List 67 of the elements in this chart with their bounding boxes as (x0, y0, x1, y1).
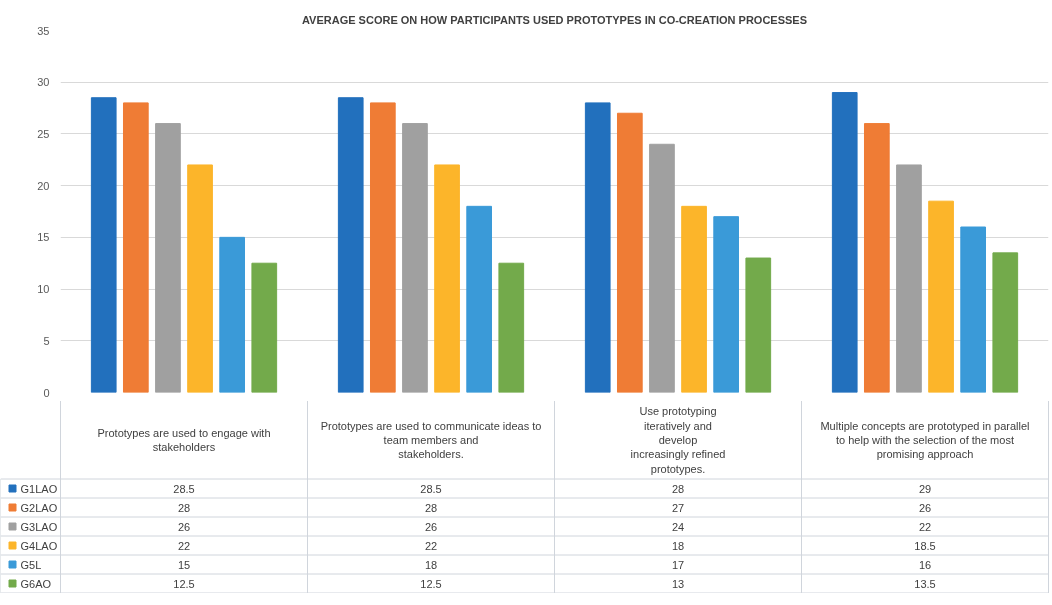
bar (155, 123, 181, 393)
data-label: 15 (177, 558, 191, 571)
x-tick-label: Use prototyping iteratively and develop increasingly refined prototypes. (630, 405, 726, 475)
data-label: 29 (918, 482, 932, 495)
bar (681, 205, 707, 393)
bar (466, 205, 493, 393)
data-label: 16 (918, 558, 932, 571)
bar (187, 164, 213, 393)
data-label: 22 (918, 520, 932, 533)
y-tick-label: 20 (37, 179, 50, 192)
chart-title: AVERAGE SCORE ON HOW PARTICIPANTS USED PROTOTYPES IN CO-CREATION PROCESSES (301, 13, 808, 26)
data-label: 28 (177, 501, 191, 514)
data-label: 18 (424, 558, 438, 571)
y-tick-label: 5 (43, 334, 50, 347)
data-label: 13.5 (914, 577, 936, 590)
legend-label: G4LAO (20, 539, 58, 552)
bar (402, 123, 428, 393)
bar (863, 123, 890, 393)
bar (992, 252, 1019, 393)
data-label: 17 (671, 558, 685, 571)
data-label: 28.5 (173, 482, 195, 495)
bar (337, 97, 364, 393)
bar (928, 200, 954, 393)
data-label: 12.5 (173, 577, 195, 590)
bar (616, 112, 643, 393)
x-tick-label: Multiple concepts are prototyped in parallel to help with the selection of the most promising approach (820, 419, 1030, 461)
bar (251, 262, 278, 393)
data-label: 13 (671, 577, 685, 590)
bar (434, 164, 460, 393)
legend-label: G1LAO (20, 482, 58, 495)
x-tick-label: Prototypes are used to engage with stakeholders (97, 426, 271, 454)
data-label: 26 (177, 520, 191, 533)
y-tick-label: 0 (43, 386, 50, 399)
data-label: 18.5 (914, 539, 936, 552)
bar (745, 257, 772, 393)
data-label: 28.5 (420, 482, 442, 495)
x-tick-label: Prototypes are used to communicate ideas to team members and stakeholders. (320, 419, 542, 461)
bar (369, 102, 396, 393)
y-tick-label: 30 (37, 76, 50, 89)
y-tick-label: 15 (37, 231, 50, 244)
data-label: 22 (177, 539, 191, 552)
bar (498, 262, 525, 393)
bar (122, 102, 149, 393)
bar (960, 226, 987, 393)
data-label: 26 (424, 520, 438, 533)
bar (584, 102, 611, 393)
bar (896, 164, 922, 393)
legend-label: G2LAO (20, 501, 58, 514)
data-label: 27 (671, 501, 685, 514)
data-label: 22 (424, 539, 438, 552)
bar (649, 143, 675, 393)
data-label: 18 (671, 539, 685, 552)
bar (713, 216, 740, 393)
data-label: 12.5 (420, 577, 442, 590)
y-tick-label: 10 (37, 283, 50, 296)
legend-label: G6AO (20, 577, 52, 590)
data-label: 26 (918, 501, 932, 514)
data-label: 28 (671, 482, 685, 495)
legend-label: G5L (20, 558, 42, 571)
data-label: 24 (671, 520, 685, 533)
y-tick-label: 35 (37, 24, 50, 37)
bar (219, 236, 246, 393)
data-label: 28 (424, 501, 438, 514)
bar (831, 92, 858, 393)
legend-label: G3LAO (20, 520, 58, 533)
y-tick-label: 25 (37, 127, 50, 140)
bar (90, 97, 117, 393)
